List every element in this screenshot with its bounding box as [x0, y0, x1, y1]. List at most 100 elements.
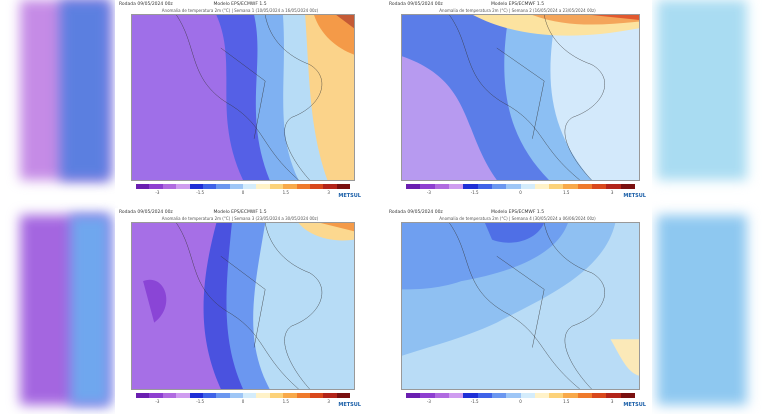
logo: METSUL — [623, 193, 646, 199]
run-label: Rodada 09/05/2024 00z — [119, 2, 173, 7]
colorbar-swatch — [309, 393, 324, 398]
colorbar-swatch — [136, 184, 150, 189]
colorbar-swatch — [269, 184, 284, 189]
colorbar-swatch — [563, 184, 578, 189]
map-panel: Rodada 09/05/2024 00z Modelo EPS/ECMWF 1.… — [115, 208, 365, 414]
colorbar-swatch — [463, 184, 478, 189]
map-panel: Rodada 09/05/2024 00z Modelo EPS/ECMWF 1.… — [115, 0, 365, 205]
colorbar-swatch — [269, 393, 284, 398]
colorbar-label: -3 — [426, 399, 431, 404]
colorbar-swatch — [243, 393, 257, 398]
colorbar-swatch — [202, 184, 217, 189]
anomaly-region — [402, 56, 497, 180]
colorbar-swatch — [176, 393, 190, 398]
colorbar-swatch — [336, 393, 350, 398]
colorbar-label: 0 — [241, 399, 245, 404]
colorbar-swatch — [577, 393, 593, 398]
colorbar-swatch — [323, 184, 337, 189]
colorbar-swatch — [176, 184, 190, 189]
colorbar-label: 3 — [610, 190, 614, 195]
run-label: Rodada 09/05/2024 00z — [389, 2, 443, 7]
colorbar-label: 1.5 — [563, 190, 570, 195]
anomaly-map — [401, 222, 640, 390]
colorbar-label: 1.5 — [282, 399, 289, 404]
run-label: Rodada 09/05/2024 00z — [119, 210, 173, 215]
colorbar-swatch — [336, 184, 350, 189]
colorbar-label: 3 — [610, 399, 614, 404]
logo: METSUL — [338, 402, 361, 408]
anomaly-region — [320, 223, 354, 232]
colorbar-swatch — [136, 393, 150, 398]
logo: METSUL — [338, 193, 361, 199]
colorbar-swatch — [202, 393, 217, 398]
anomaly-region — [402, 223, 568, 290]
colorbar-swatch — [549, 393, 564, 398]
colorbar-swatch — [323, 393, 337, 398]
colorbar-swatch — [296, 393, 310, 398]
colorbar-swatch — [491, 393, 507, 398]
anomaly-region — [132, 223, 221, 389]
colorbar — [136, 184, 350, 189]
anomaly-map — [131, 14, 355, 181]
map-panel: Rodada 09/05/2024 00z Modelo EPS/ECMWF 1.… — [385, 0, 650, 205]
colorbar-swatch — [606, 393, 621, 398]
colorbar-swatch — [309, 184, 324, 189]
map-subtitle: Anomalia de temperatura 2m (°C) | Semana… — [439, 8, 596, 13]
colorbar-swatch — [506, 393, 521, 398]
colorbar-label: 3 — [327, 190, 330, 195]
anomaly-region — [305, 15, 354, 180]
colorbar-swatch — [162, 184, 177, 189]
colorbar-swatch — [620, 184, 635, 189]
colorbar-swatch — [434, 393, 449, 398]
coastline — [176, 15, 322, 180]
map-panel: Rodada 09/05/2024 00z Modelo EPS/ECMWF 1.… — [385, 208, 650, 414]
colorbar-swatch — [256, 393, 270, 398]
colorbar-swatch — [549, 184, 564, 189]
colorbar-swatch — [577, 184, 593, 189]
colorbar-swatch — [620, 393, 635, 398]
colorbar-label: 0 — [519, 399, 522, 404]
anomaly-region — [484, 223, 545, 243]
coastline — [176, 223, 322, 389]
colorbar-swatch — [534, 393, 550, 398]
colorbar-label: 1.5 — [282, 190, 289, 195]
model-title: Modelo EPS/ECMWF 1.5 — [490, 210, 545, 215]
anomaly-region — [314, 15, 354, 55]
colorbar-swatch — [434, 184, 449, 189]
colorbar — [406, 393, 635, 398]
model-title: Modelo EPS/ECMWF 1.5 — [213, 210, 267, 215]
map-subtitle: Anomalia de temperatura 2m (°C) | Semana… — [161, 216, 319, 221]
colorbar-swatch — [463, 393, 478, 398]
colorbar-label: -3 — [155, 190, 160, 195]
colorbar-label: -3 — [426, 190, 431, 195]
colorbar-label: 0 — [519, 190, 522, 195]
anomaly-region — [336, 15, 354, 29]
colorbar-swatch — [283, 184, 297, 189]
colorbar-swatch — [420, 393, 435, 398]
colorbar-swatch — [448, 393, 464, 398]
colorbar-swatch — [406, 184, 421, 189]
colorbar-swatch — [520, 184, 535, 189]
colorbar-swatch — [229, 184, 243, 189]
colorbar-swatch — [534, 184, 550, 189]
logo: METSUL — [623, 402, 646, 408]
colorbar-swatch — [477, 184, 492, 189]
colorbar-swatch — [592, 184, 607, 189]
blurred-side — [0, 0, 118, 414]
colorbar-swatch — [506, 184, 521, 189]
colorbar-swatch — [592, 393, 607, 398]
colorbar-label: 1.5 — [563, 399, 570, 404]
anomaly-region — [610, 339, 639, 376]
colorbar-swatch — [296, 184, 310, 189]
blurred-side — [652, 0, 768, 414]
colorbar-swatch — [216, 393, 230, 398]
colorbar — [406, 184, 635, 189]
colorbar-swatch — [606, 184, 621, 189]
model-title: Modelo EPS/ECMWF 1.5 — [490, 2, 545, 7]
colorbar-swatch — [477, 393, 492, 398]
colorbar-swatch — [149, 184, 163, 189]
colorbar-swatch — [189, 184, 203, 189]
anomaly-region — [143, 279, 167, 323]
colorbar-label: -1.5 — [196, 190, 205, 195]
